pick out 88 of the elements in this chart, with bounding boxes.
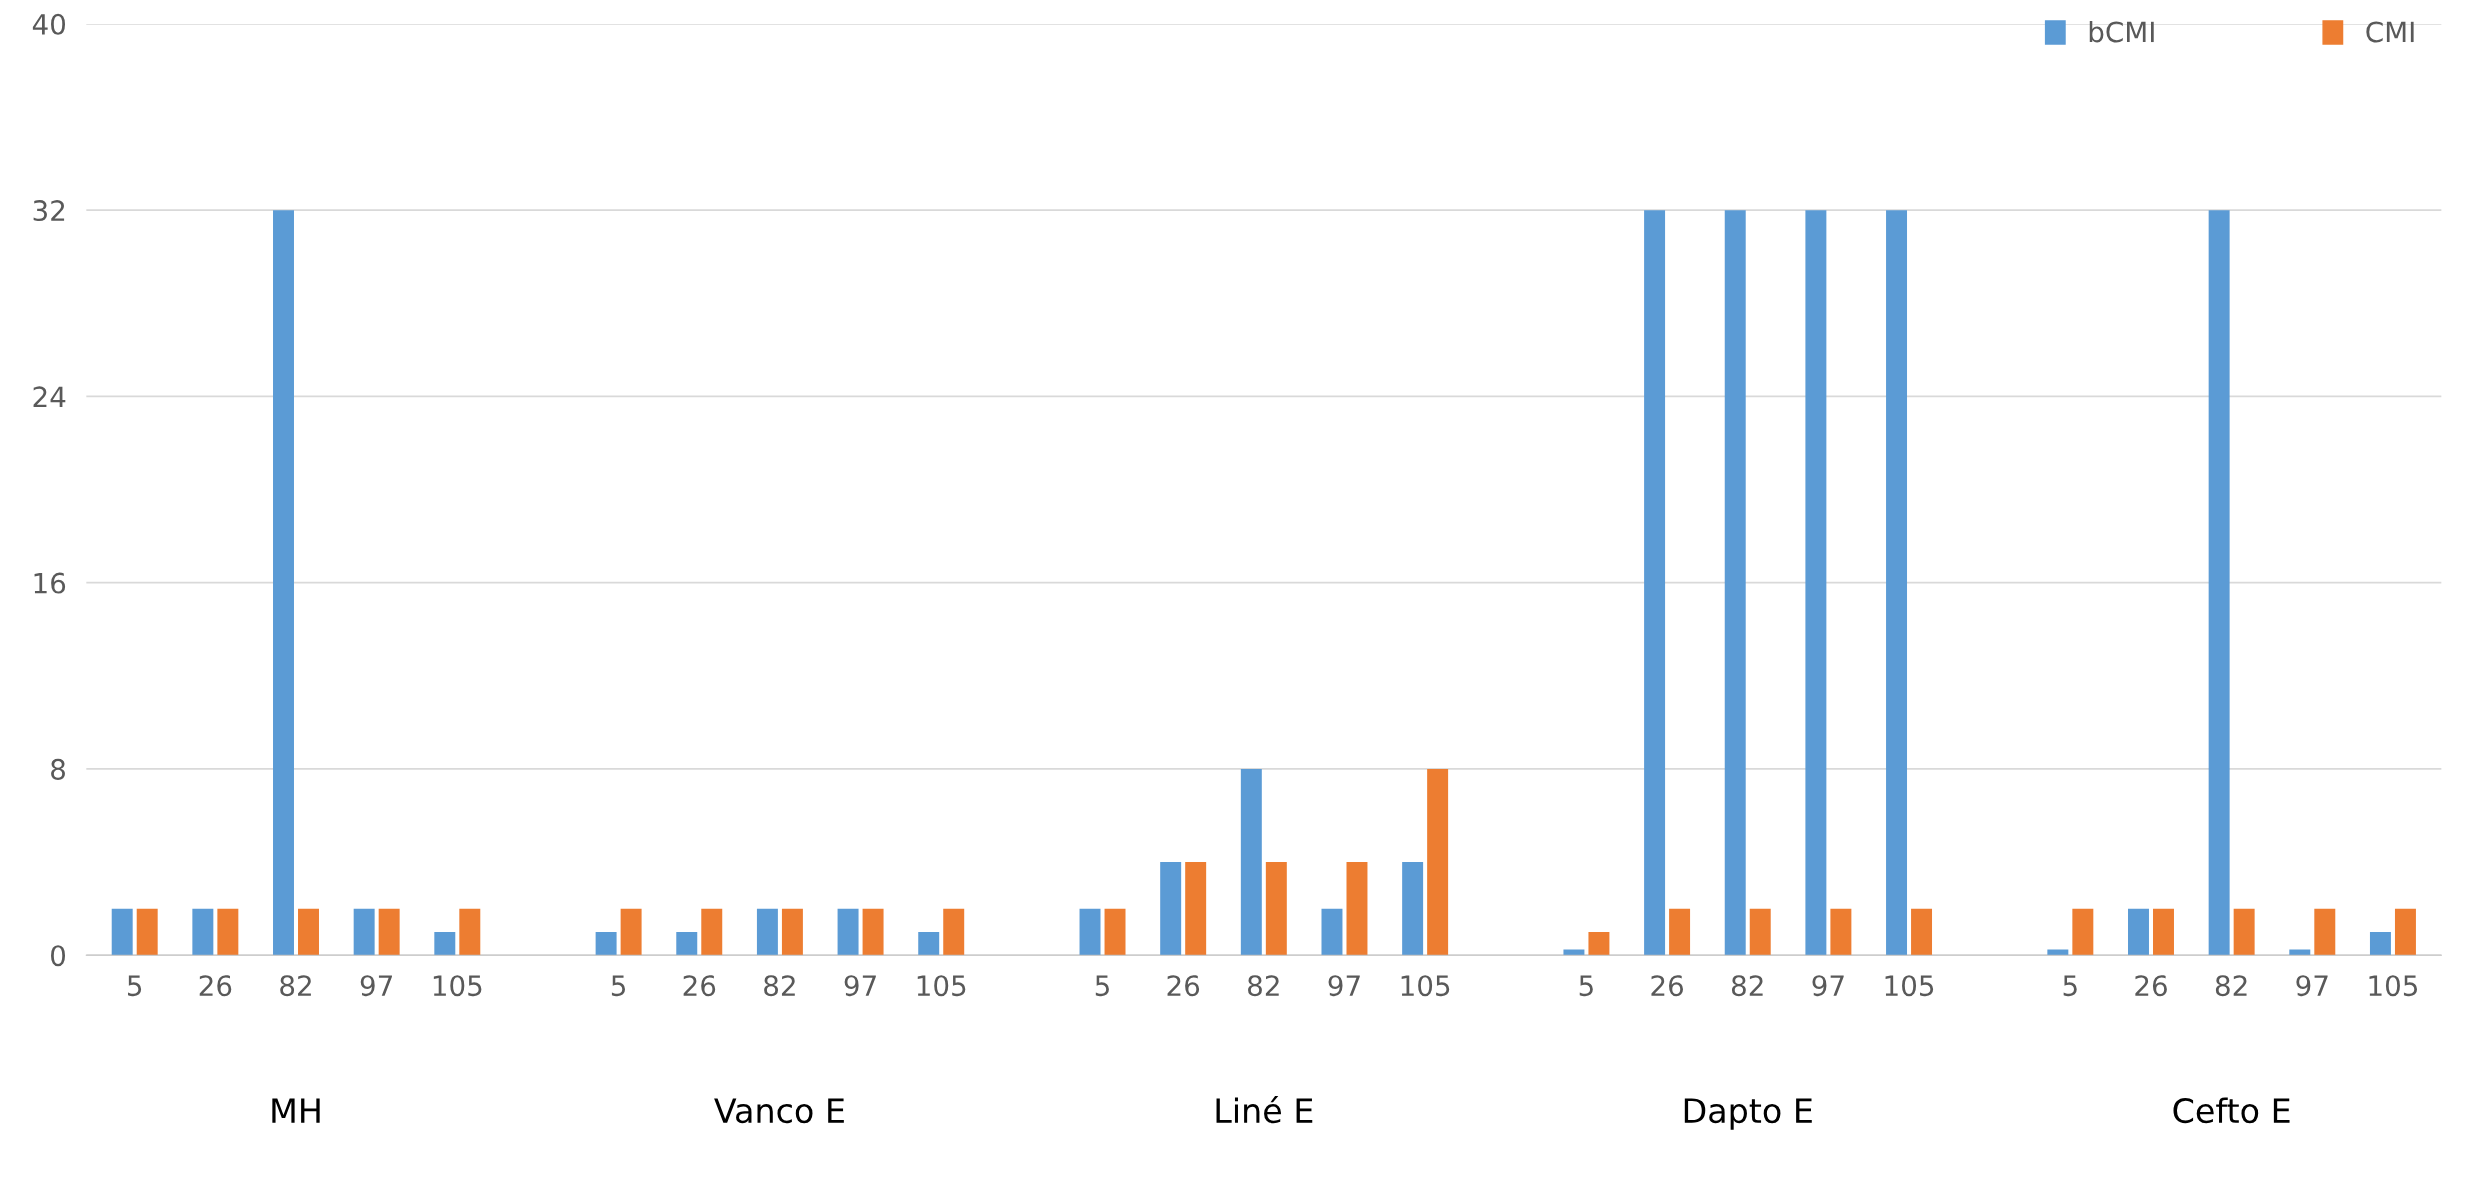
bar bbox=[2153, 908, 2174, 956]
bar bbox=[298, 908, 319, 956]
x-tick-label: 82 bbox=[2215, 975, 2247, 997]
bar bbox=[2289, 949, 2311, 956]
bar bbox=[837, 908, 859, 956]
bar bbox=[1104, 908, 1126, 956]
bar bbox=[620, 908, 642, 956]
x-tick-label: 5 bbox=[2063, 975, 2077, 997]
bar bbox=[1240, 768, 1262, 956]
x-tick-label: 5 bbox=[128, 975, 142, 997]
bar bbox=[595, 931, 617, 956]
bar bbox=[1749, 908, 1771, 956]
x-tick-label: 105 bbox=[433, 975, 482, 997]
bar bbox=[353, 908, 375, 956]
bar bbox=[136, 908, 158, 956]
bar bbox=[1160, 862, 1182, 956]
bar bbox=[434, 931, 456, 956]
y-tick-label: 8 bbox=[51, 758, 65, 780]
bar bbox=[2233, 908, 2255, 956]
text: MH bbox=[272, 1098, 320, 1123]
bar bbox=[918, 931, 940, 956]
bar bbox=[192, 908, 214, 956]
bar bbox=[1805, 210, 1827, 956]
bar bbox=[1427, 768, 1449, 956]
bar bbox=[756, 908, 778, 956]
bar bbox=[273, 210, 294, 956]
bar bbox=[1886, 210, 1908, 956]
bar bbox=[2369, 931, 2391, 956]
y-tick-label: 32 bbox=[33, 200, 65, 222]
text: Vanco E bbox=[714, 1098, 844, 1124]
bar bbox=[217, 908, 239, 956]
x-tick-label: 82 bbox=[764, 975, 795, 997]
x-tick-label: 26 bbox=[1167, 975, 1200, 997]
bar bbox=[1563, 949, 1585, 956]
y-tick-label: 0 bbox=[51, 945, 66, 967]
text: Cefto E bbox=[2173, 1097, 2290, 1124]
bar bbox=[378, 908, 400, 956]
x-tick-label: 105 bbox=[1401, 975, 1450, 997]
x-tick-label: 82 bbox=[1248, 975, 1279, 997]
x-tick-label: 97 bbox=[360, 975, 392, 997]
bar bbox=[1321, 908, 1343, 956]
x-tick-label: 26 bbox=[683, 975, 716, 997]
x-tick-label: 5 bbox=[1095, 975, 1109, 997]
bar bbox=[676, 931, 698, 956]
bar bbox=[1830, 908, 1852, 956]
x-tick-label: 26 bbox=[199, 975, 232, 997]
bar bbox=[2047, 949, 2069, 956]
x-tick-label: 97 bbox=[844, 975, 876, 997]
bar bbox=[701, 908, 723, 956]
x-tick-label: 82 bbox=[1731, 975, 1763, 997]
y-tick-label: 24 bbox=[33, 386, 66, 407]
bar bbox=[1079, 908, 1101, 956]
x-tick-label: 105 bbox=[1885, 975, 1934, 997]
text: Dapto E bbox=[1684, 1098, 1812, 1130]
bar bbox=[1185, 862, 1207, 956]
bar bbox=[1669, 908, 1691, 956]
bar bbox=[943, 908, 965, 956]
bar bbox=[2208, 210, 2230, 956]
legend-label: CMI bbox=[2366, 21, 2414, 43]
bar bbox=[2394, 908, 2416, 956]
x-tick-label: 82 bbox=[280, 975, 311, 997]
y-tick-label: 40 bbox=[32, 13, 66, 35]
bar bbox=[1911, 908, 1933, 956]
bar bbox=[2128, 908, 2149, 956]
bar bbox=[1724, 210, 1746, 956]
x-tick-label: 26 bbox=[2135, 975, 2167, 997]
bar bbox=[459, 908, 481, 956]
bar bbox=[1402, 862, 1424, 956]
bar bbox=[1346, 862, 1368, 956]
x-tick-label: 97 bbox=[1328, 975, 1360, 997]
y-tick-label: 16 bbox=[34, 572, 66, 594]
x-tick-label: 105 bbox=[917, 975, 966, 997]
bar bbox=[111, 908, 133, 956]
bar bbox=[1644, 210, 1666, 956]
bar bbox=[1588, 931, 1610, 956]
bar bbox=[781, 908, 803, 956]
bar bbox=[862, 908, 884, 956]
x-tick-label: 97 bbox=[1812, 975, 1844, 997]
x-tick-label: 97 bbox=[2296, 975, 2328, 997]
bar bbox=[2314, 908, 2336, 956]
bar bbox=[2072, 908, 2094, 956]
x-tick-label: 105 bbox=[2369, 975, 2418, 997]
x-tick-label: 5 bbox=[1579, 975, 1593, 997]
legend-label: bCMI bbox=[2089, 20, 2154, 43]
bar bbox=[1265, 862, 1287, 956]
text: Liné E bbox=[1216, 1096, 1313, 1124]
x-tick-label: 26 bbox=[1651, 975, 1684, 997]
x-tick-label: 5 bbox=[611, 975, 626, 997]
